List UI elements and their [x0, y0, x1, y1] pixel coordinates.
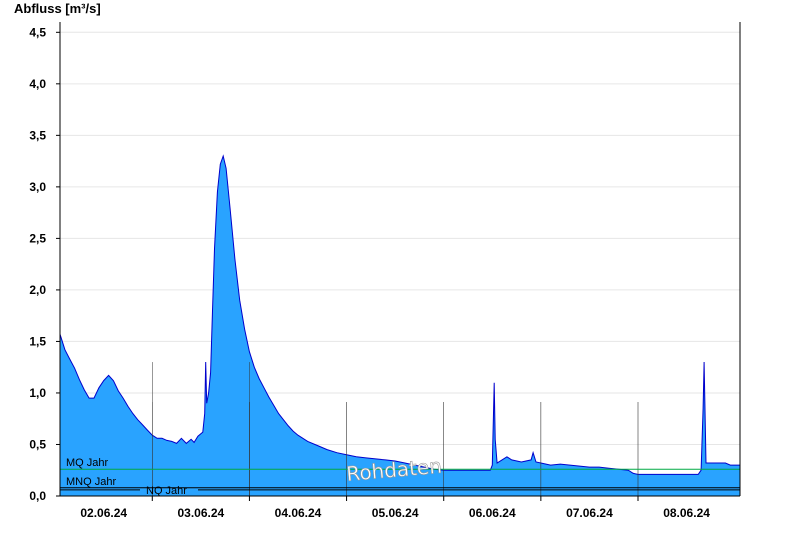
y-tick-label-7: 3,5	[29, 128, 46, 142]
x-ticks: 02.06.24 03.06.24 04.06.24 05.06.24 06.06.24…	[80, 496, 710, 520]
y-tick-label-3: 1,5	[29, 334, 46, 348]
axes	[59, 22, 741, 497]
y-ticks: 0,0 0,5 1,0 1,5 2,0 2,5 3,0 3,5 4,0 4,5	[29, 25, 60, 503]
y-tick-label-4: 2,0	[29, 283, 46, 297]
x-tick-label-6: 08.06.24	[663, 506, 710, 520]
y-tick-label-6: 3,0	[29, 180, 46, 194]
ref-label-1: MNQ Jahr	[66, 476, 116, 488]
ref-label-nq: NQ Jahr	[146, 485, 187, 497]
y-tick-label-5: 2,5	[29, 231, 46, 245]
y-tick-label-2: 1,0	[29, 386, 46, 400]
reference-lines: MQ Jahr MNQ Jahr NQ Jahr	[60, 457, 740, 497]
grid	[60, 31, 740, 445]
x-tick-label-4: 06.06.24	[469, 506, 516, 520]
x-tick-label-3: 05.06.24	[372, 506, 419, 520]
y-tick-label-1: 0,5	[29, 437, 46, 451]
y-axis-title: Abfluss [m³/s]	[14, 1, 101, 16]
discharge-line	[59, 154, 740, 475]
x-tick-label-2: 04.06.24	[275, 506, 322, 520]
y-tick-label-9: 4,5	[29, 25, 46, 39]
x-tick-label-1: 03.06.24	[177, 506, 224, 520]
ref-label-0: MQ Jahr	[66, 457, 109, 469]
day-boundaries	[151, 362, 639, 496]
discharge-area	[60, 156, 740, 496]
y-tick-label-0: 0,0	[29, 489, 46, 503]
y-tick-label-8: 4,0	[29, 77, 46, 91]
x-tick-label-5: 07.06.24	[566, 506, 613, 520]
x-tick-label-0: 02.06.24	[80, 506, 127, 520]
